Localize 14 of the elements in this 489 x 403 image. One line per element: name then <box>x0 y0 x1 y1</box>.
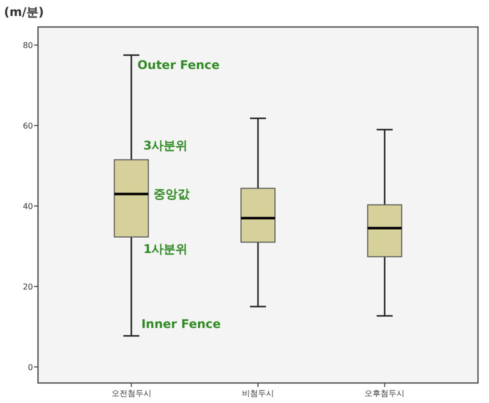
y-tick-label: 20 <box>22 282 33 292</box>
annotation: Outer Fence <box>137 58 220 72</box>
y-tick-label: 60 <box>22 122 33 131</box>
annotation: 1사분위 <box>143 242 188 256</box>
x-tick-label: 오전첨두시 <box>111 389 152 398</box>
y-axis-title: (m/분) <box>4 5 44 19</box>
y-tick-label: 40 <box>22 202 33 212</box>
x-tick-label: 비첨두시 <box>242 389 274 398</box>
annotation: 3사분위 <box>143 138 188 153</box>
annotation: Inner Fence <box>141 316 221 331</box>
annotation: 중앙값 <box>153 186 190 201</box>
y-tick-label: 80 <box>22 41 33 50</box>
x-tick-label: 오후첨두시 <box>364 389 405 398</box>
y-tick-label: 0 <box>28 362 33 372</box>
